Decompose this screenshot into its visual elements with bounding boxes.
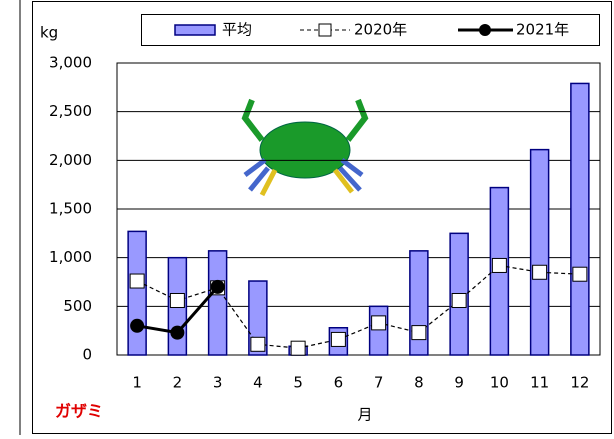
- x-tick-label: 10: [490, 374, 509, 392]
- y-tick-label: 3,000: [49, 54, 92, 72]
- bar: [368, 305, 389, 356]
- y-tick-label: 500: [63, 297, 92, 315]
- marker: [250, 336, 266, 352]
- x-tick-label: 12: [570, 374, 589, 392]
- bar: [570, 82, 590, 356]
- bar: [127, 230, 147, 356]
- x-tick-label: 9: [454, 374, 464, 392]
- legend-label: 2020年: [354, 21, 407, 39]
- x-tick-label: 4: [253, 374, 263, 392]
- legend: [141, 14, 600, 46]
- x-tick-label: 8: [414, 374, 424, 392]
- x-axis-label: 月: [357, 406, 372, 424]
- bar: [529, 148, 550, 356]
- bar: [207, 250, 228, 356]
- x-tick-label: 7: [374, 374, 384, 392]
- y-tick-label: 2,500: [49, 102, 92, 120]
- marker: [330, 331, 346, 347]
- marker: [532, 264, 548, 280]
- marker: [129, 273, 145, 289]
- legend-label: 平均: [222, 21, 252, 39]
- bar: [248, 280, 268, 356]
- marker: [572, 266, 588, 282]
- chart-frame: [32, 1, 612, 434]
- y-tick-label: 1,500: [49, 200, 92, 218]
- marker: [290, 340, 306, 356]
- x-tick-label: 5: [293, 374, 303, 392]
- legend-swatch: [318, 23, 332, 37]
- marker: [210, 279, 225, 294]
- x-tick-label: 6: [334, 374, 344, 392]
- crab-icon: [241, 98, 369, 197]
- marker: [411, 325, 427, 341]
- x-tick-label: 1: [132, 374, 142, 392]
- y-axis-label: kg: [40, 24, 58, 42]
- x-tick-label: 11: [530, 374, 549, 392]
- marker: [130, 318, 145, 333]
- y-tick-label: 2,000: [49, 151, 92, 169]
- legend-swatch: [174, 24, 216, 36]
- marker: [170, 325, 185, 340]
- x-tick-label: 3: [213, 374, 223, 392]
- annotation: ガザミ: [55, 402, 103, 421]
- y-tick-label: 0: [82, 346, 92, 364]
- y-tick-label: 1,000: [49, 248, 92, 266]
- legend-label: 2021年: [516, 21, 569, 39]
- marker: [491, 257, 507, 273]
- marker: [451, 292, 467, 308]
- legend-swatch: [479, 24, 491, 36]
- x-tick-label: 2: [173, 374, 183, 392]
- marker: [371, 315, 387, 331]
- marker: [169, 292, 185, 308]
